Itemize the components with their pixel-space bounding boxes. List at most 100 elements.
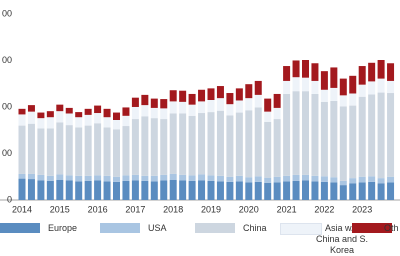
bar-segment (368, 181, 376, 200)
bar-segment (113, 176, 120, 182)
bar-segment (198, 174, 206, 181)
bar-segment (273, 93, 281, 108)
bar-segment (226, 104, 234, 116)
bar-segment (37, 180, 45, 200)
bar-segment (179, 113, 187, 175)
bar-segment (169, 173, 177, 180)
bar-segment (207, 180, 215, 200)
bar-segment (160, 119, 168, 175)
bar-segment (141, 175, 149, 181)
bar-segment (273, 119, 281, 177)
bar-segment (339, 185, 347, 200)
x-tick-label: 2021 (277, 204, 297, 214)
bar-segment (377, 178, 385, 184)
bar-segment (387, 176, 395, 183)
bar-segment (216, 175, 224, 182)
bar-segment (169, 113, 177, 174)
bar-segment (292, 180, 300, 200)
bar-segment (207, 100, 215, 113)
bar-segment (56, 180, 64, 200)
bar-segment (150, 118, 158, 176)
bar-segment (198, 89, 206, 102)
bar-segment (292, 174, 300, 181)
bar-segment (245, 84, 253, 99)
bar-segment (160, 174, 168, 181)
bar-segment (377, 92, 385, 179)
bar-segment (235, 88, 243, 101)
bar-segment (264, 111, 272, 122)
bar-segment (94, 123, 102, 176)
bar-segment (94, 113, 102, 124)
legend-label: USA (148, 223, 167, 233)
x-tick-label: 2016 (88, 204, 108, 214)
bar-segment (160, 180, 168, 200)
bar-segment (150, 98, 158, 108)
bar-segment (349, 93, 357, 106)
legend-label: Oth (384, 223, 399, 233)
bar-segment (131, 180, 139, 200)
bar-segment (103, 181, 111, 200)
bar-segment (56, 104, 64, 112)
bar-segment (387, 93, 395, 177)
bar-segment (245, 98, 253, 111)
bar-segment (226, 181, 234, 200)
bar-segment (150, 175, 158, 182)
bar-segment (216, 110, 224, 176)
bar-segment (368, 94, 376, 177)
bar-segment (292, 91, 300, 175)
bar-segment (46, 117, 54, 129)
y-tick-label: 00 (2, 8, 12, 18)
bar-segment (37, 174, 45, 181)
bar-segment (75, 117, 83, 128)
bar-segment (330, 87, 338, 101)
bar-segment (349, 183, 357, 200)
bar-segment (302, 60, 309, 78)
bar-segment (358, 176, 366, 183)
bar-segment (330, 177, 338, 183)
bar-segment (188, 104, 196, 116)
bar-segment (264, 177, 272, 183)
bar-segment (349, 178, 357, 184)
bar-segment (349, 75, 357, 94)
bar-segment (150, 107, 158, 119)
bar-segment (235, 112, 243, 176)
bar-segment (311, 175, 319, 182)
bar-segment (330, 67, 338, 88)
bar-segment (56, 174, 64, 180)
bar-segment (65, 180, 73, 200)
bar-segment (84, 108, 92, 115)
bar-segment (273, 182, 281, 200)
bar-segment (330, 100, 338, 178)
bar-segment (283, 93, 291, 176)
bar-segment (18, 125, 26, 174)
bar-segment (122, 107, 130, 116)
bar-segment (188, 93, 196, 105)
bar-segment (198, 113, 206, 175)
bar-segment (18, 178, 26, 200)
bar-segment (113, 129, 120, 177)
bar-segment (122, 115, 130, 127)
bar-segment (84, 180, 92, 200)
bar-segment (235, 100, 243, 113)
legend-swatch (195, 223, 235, 233)
bar-segment (113, 120, 120, 130)
bar-segment (320, 71, 328, 90)
bar-segment (94, 105, 102, 114)
bar-segment (226, 115, 234, 177)
bar-segment (226, 93, 234, 105)
y-tick-label: 00 (2, 148, 12, 158)
bar-segment (131, 106, 139, 120)
bar-segment (103, 175, 111, 182)
bar-segment (273, 107, 281, 120)
bar-segment (387, 80, 395, 94)
bar-segment (368, 176, 376, 182)
bar-segment (27, 111, 35, 124)
bar-segment (254, 107, 262, 177)
bar-segment (94, 175, 102, 181)
bar-segment (103, 127, 111, 176)
legend-swatch (280, 223, 322, 235)
bar-segment (46, 128, 54, 176)
bar-segment (254, 181, 262, 200)
bar-segment (245, 177, 253, 183)
